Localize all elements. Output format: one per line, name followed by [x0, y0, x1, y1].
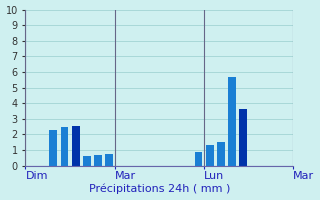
Bar: [217, 142, 225, 166]
Bar: [206, 145, 213, 166]
Bar: [94, 155, 102, 166]
Bar: [83, 156, 91, 166]
Bar: [60, 127, 68, 166]
Bar: [239, 109, 247, 166]
Bar: [228, 77, 236, 166]
Bar: [195, 152, 202, 166]
Bar: [72, 126, 80, 166]
X-axis label: Précipitations 24h ( mm ): Précipitations 24h ( mm ): [89, 184, 230, 194]
Bar: [105, 154, 113, 166]
Bar: [50, 130, 57, 166]
